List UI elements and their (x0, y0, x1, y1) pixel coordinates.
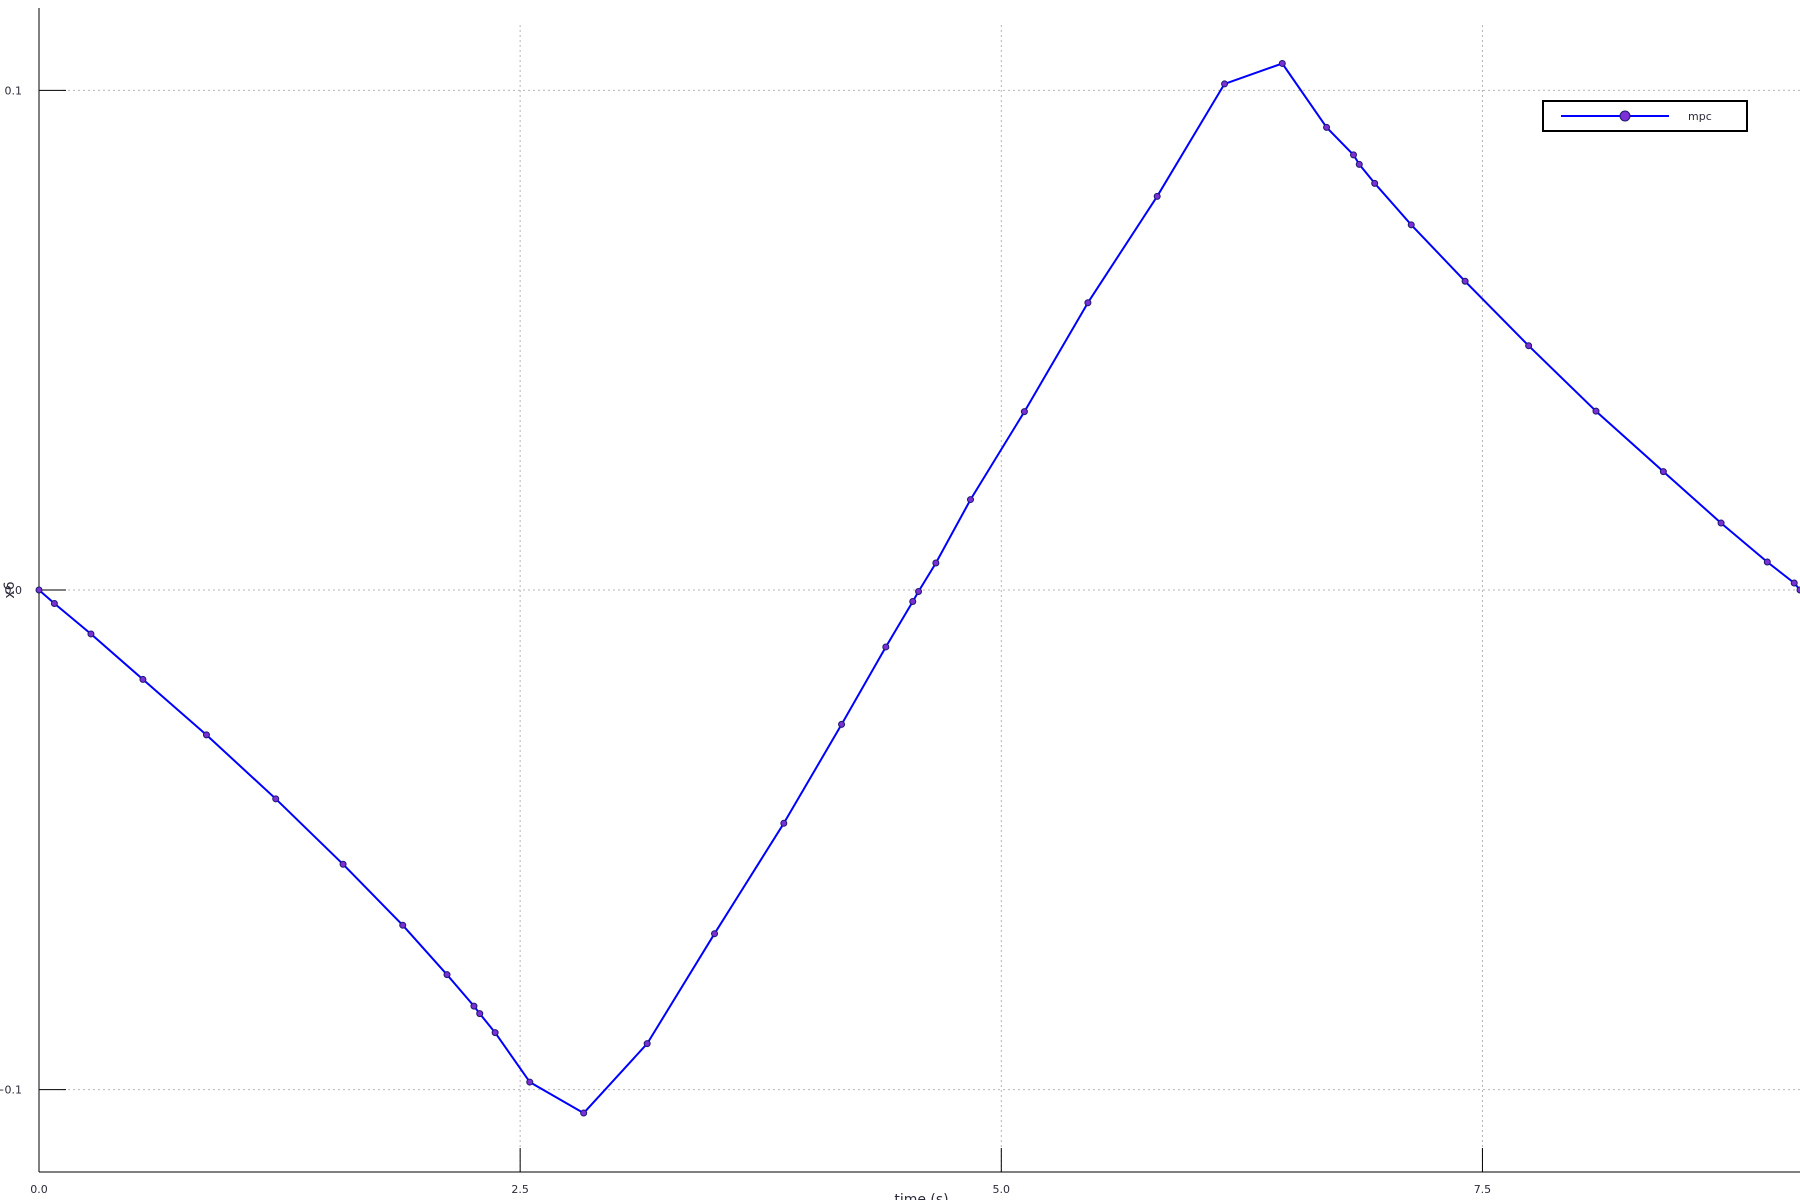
data-point (967, 496, 975, 504)
data-point (643, 1040, 651, 1048)
data-point (580, 1109, 588, 1117)
data-point (1763, 558, 1771, 566)
y-tick-label: 0.0 (5, 584, 23, 597)
data-point (1323, 123, 1331, 131)
data-point (1153, 192, 1161, 200)
data-point (1084, 299, 1092, 307)
y-axis-label: x6 (2, 581, 18, 598)
legend-entry-mpc: mpc (1688, 110, 1712, 123)
data-point (1659, 468, 1667, 476)
data-point (882, 643, 890, 651)
grid (63, 25, 1800, 1172)
y-tick-label: −0.1 (0, 1084, 22, 1097)
data-point (1790, 579, 1798, 587)
data-point (476, 1010, 484, 1018)
ticks: 0.0 2.5 5.0 7.5 −0.1 0.0 0.1 (0, 84, 1491, 1196)
data-point (711, 930, 719, 938)
data-point (470, 1002, 478, 1010)
x-axis-label: time (s) (894, 1192, 948, 1200)
x-tick-label: 5.0 (993, 1183, 1011, 1196)
data-point (272, 795, 280, 803)
data-point (1407, 221, 1415, 229)
data-point (1020, 408, 1028, 416)
x-tick-label: 2.5 (511, 1183, 529, 1196)
legend-marker-swatch (1619, 110, 1631, 122)
data-point (932, 559, 940, 567)
data-point (1355, 160, 1363, 168)
data-point (1525, 342, 1533, 350)
data-point (50, 599, 58, 607)
data-point (1461, 277, 1469, 285)
data-point (915, 587, 923, 595)
data-point (909, 597, 917, 605)
x-tick-label: 0.0 (30, 1183, 48, 1196)
data-point (1221, 80, 1229, 88)
data-point (838, 720, 846, 728)
series-layer (35, 59, 1800, 1117)
data-point (139, 675, 147, 683)
data-point (1717, 519, 1725, 527)
data-point (339, 860, 347, 868)
data-point (1278, 59, 1286, 67)
data-point (1371, 179, 1379, 187)
y-tick-label: 0.1 (5, 84, 23, 97)
x-tick-label: 7.5 (1474, 1183, 1492, 1196)
legend: mpc (1542, 100, 1748, 132)
data-point (399, 921, 407, 929)
data-point (780, 819, 788, 827)
data-point (87, 630, 95, 638)
data-point (1796, 586, 1800, 594)
data-point (443, 971, 451, 979)
data-point (526, 1078, 534, 1086)
data-point (491, 1029, 499, 1037)
data-point (202, 731, 210, 739)
data-point (1592, 407, 1600, 415)
data-point (1349, 151, 1357, 159)
data-point (35, 586, 43, 594)
